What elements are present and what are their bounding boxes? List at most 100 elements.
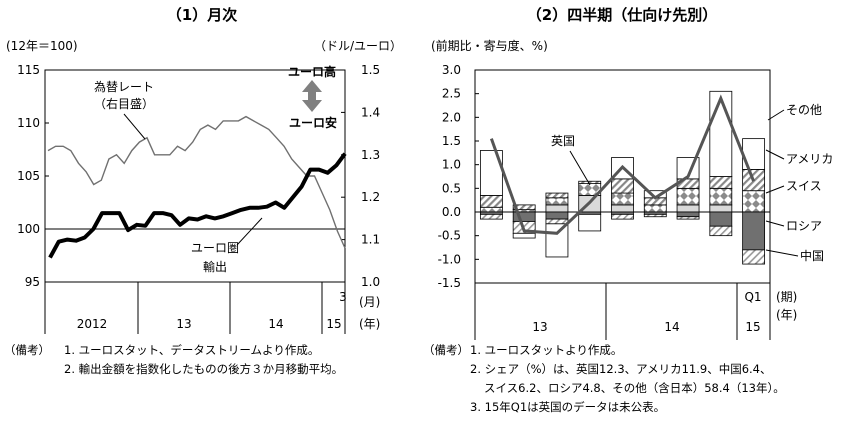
chart1-export-leader — [236, 217, 263, 246]
chart1-left-tick-label: 110 — [17, 116, 40, 130]
chart2-ylabel: (前期比・寄与度、%) — [431, 38, 548, 53]
bar-segment — [479, 206, 503, 213]
chart2-q1-label: Q1 — [744, 290, 761, 304]
legend-swiss: スイス — [786, 179, 822, 193]
legend-china-leader — [765, 249, 799, 257]
bar-segment — [643, 213, 667, 218]
bar-segment — [709, 211, 733, 227]
legend-america: アメリカ — [786, 152, 833, 166]
bar-segment — [545, 223, 569, 258]
chart1-export-annotation-sub: 輸出 — [203, 259, 227, 274]
bar-segment — [709, 225, 733, 237]
chart1-year-14: 14 — [268, 317, 283, 331]
chart1-left-tick-label: 100 — [17, 222, 40, 236]
chart1-export-line — [48, 152, 347, 259]
bar-segment — [611, 204, 634, 213]
chart2-tick-label: 1.5 — [442, 134, 461, 148]
chart2-title: （2）四半期（仕向け先別） — [527, 6, 717, 24]
notes-right-line-1: 1. ユーロスタットより作成。 — [470, 343, 622, 357]
chart2-year-15: 15 — [745, 320, 760, 334]
chart1-left-tick-label: 95 — [25, 275, 40, 289]
notes-right-line-2: 2. シェア（%）は、英国12.3、アメリカ11.9、中国6.4、 — [470, 362, 771, 376]
chart1-fx-annotation-sub: （右目盛） — [94, 96, 154, 111]
bar-segment — [479, 195, 503, 208]
chart2-tick-label: 1.0 — [442, 158, 461, 172]
chart1-left-tick-label: 105 — [17, 169, 40, 183]
bar-segment — [611, 213, 634, 220]
notes-right-line-4: 3. 15年Q1は英国のデータは未公表。 — [470, 400, 665, 414]
chart1-year-15: 15 — [326, 317, 341, 331]
chart1-export-annotation: ユーロ圏 — [191, 241, 239, 255]
chart1-title: （1）月次 — [167, 6, 237, 24]
chart2-plot-frame — [474, 69, 771, 284]
chart1-year-13: 13 — [176, 317, 191, 331]
chart1-arrow-down-label: ユーロ安 — [289, 115, 337, 130]
legend-russia-leader — [765, 220, 785, 227]
bar-segment — [676, 204, 700, 213]
bar-segment — [611, 178, 634, 194]
bar-segment — [709, 187, 733, 206]
chart1-month-3: 3 — [339, 290, 347, 304]
bar-segment — [709, 176, 733, 189]
chart2-tick-label: 2.5 — [442, 87, 461, 101]
bar-segment — [676, 211, 700, 218]
bar-segment — [545, 218, 569, 225]
bar-segment — [545, 211, 569, 220]
bar-segment — [611, 192, 634, 206]
bar-segment — [545, 204, 569, 213]
bar-segment — [709, 204, 733, 213]
chart2-tick-label: 2.0 — [442, 110, 461, 124]
bar-segment — [709, 90, 733, 177]
chart2-uk-leader — [569, 150, 591, 186]
chart2-year-14: 14 — [664, 320, 679, 334]
chart2-tick-label: 0.0 — [442, 205, 461, 219]
bar-segment — [512, 204, 536, 211]
bar-segment — [578, 213, 602, 232]
chart1-month-unit: (月) — [359, 295, 380, 309]
chart1-left-axis-label: (12年＝100) — [6, 39, 78, 53]
bar-segment — [479, 213, 503, 220]
chart2-year-13: 13 — [532, 320, 547, 334]
legend-swiss-leader — [765, 185, 785, 194]
chart1-left-ticks: 95 100 105 110 115 — [17, 63, 49, 289]
bar-segment — [545, 192, 569, 199]
chart2-tick-label: -1.0 — [438, 252, 461, 266]
chart1-right-tick-label: 1.0 — [361, 275, 380, 289]
bar-segment — [545, 197, 569, 206]
bar-segment — [742, 190, 766, 213]
chart2-tick-label: -1.5 — [438, 276, 461, 290]
notes-left-head: （備考） — [4, 343, 50, 357]
legend-other-leader — [767, 109, 785, 121]
notes-right-line-3: スイス6.2、ロシア4.8、その他（含日本）58.4（13年）。 — [484, 381, 785, 395]
chart2-tick-label: 0.5 — [442, 181, 461, 195]
chart1-left-tick-label: 115 — [17, 63, 40, 77]
chart2-total-line — [489, 94, 755, 235]
chart1-right-tick-label: 1.4 — [361, 105, 380, 119]
bar-segment — [676, 216, 700, 220]
chart1-double-arrow-icon — [302, 80, 322, 112]
chart1-fx-annotation: 為替レート — [94, 80, 154, 94]
chart2-year-unit: (年) — [776, 308, 797, 322]
legend-russia: ロシア — [786, 219, 822, 233]
chart1-right-axis-label: （ドル/ユーロ） — [314, 39, 402, 53]
bar-segment — [578, 180, 602, 185]
chart2-tick-label: -0.5 — [438, 229, 461, 243]
bar-segment — [643, 204, 667, 213]
chart1-right-tick-label: 1.3 — [361, 148, 380, 162]
chart2-bars — [479, 90, 766, 265]
chart1-right-tick-label: 1.2 — [361, 190, 380, 204]
chart2-uk-annotation: 英国 — [551, 134, 575, 148]
chart1-right-ticks: 1.0 1.1 1.2 1.3 1.4 1.5 — [341, 63, 380, 289]
bar-segment — [676, 187, 700, 206]
chart1-year-unit: (年) — [359, 317, 380, 331]
chart1-year-2012: 2012 — [77, 317, 108, 331]
chart1-right-tick-label: 1.5 — [361, 63, 380, 77]
legend-china: 中国 — [800, 248, 824, 263]
bar-segment — [742, 211, 766, 251]
chart2-tick-label: 3.0 — [442, 63, 461, 77]
bar-segment — [512, 232, 536, 239]
bar-segment — [742, 249, 766, 265]
legend-america-leader — [765, 149, 785, 160]
chart1-fx-leader — [123, 113, 146, 140]
chart2-quarter-unit: (期) — [776, 290, 797, 304]
